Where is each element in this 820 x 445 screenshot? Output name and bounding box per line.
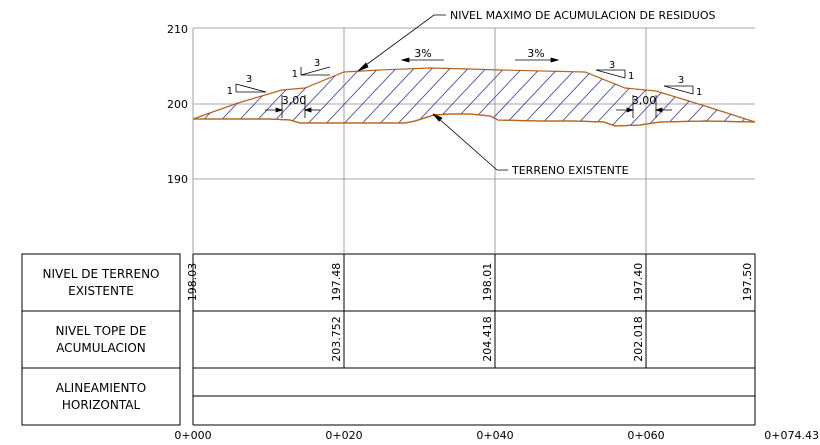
slope-indicator-left-side: [235, 83, 267, 93]
table-value: 204.418: [481, 316, 494, 362]
slope-indicator-right-side: [663, 85, 694, 95]
accumulation-body: [192, 67, 756, 127]
terrain-leader: [432, 113, 508, 171]
existing-terrain-line: [193, 113, 756, 127]
slope-right-side-rise: 1: [696, 87, 702, 98]
slope-left-upper-run: 3: [314, 58, 320, 69]
table-value: 202.018: [632, 316, 645, 362]
hatch-line: [661, 68, 729, 126]
profile-grid: [192, 27, 755, 253]
hatch-line: [499, 68, 567, 126]
row-label-terrain-line2: EXISTENTE: [68, 284, 134, 298]
slope-right-side-run: 3: [678, 75, 684, 86]
slope-left-upper-rise: 1: [292, 69, 298, 80]
y-axis-labels: 210 200 190: [167, 23, 188, 186]
table-value: 197.50: [741, 263, 754, 302]
row-label-top-line2: ACUMULACION: [56, 341, 146, 355]
hatch-line: [733, 68, 755, 126]
berm-left-label: 3,00: [282, 94, 307, 107]
table-value: 198.03: [186, 263, 199, 302]
hatch-line: [301, 68, 369, 126]
station-label: 0+040: [476, 429, 513, 442]
label-cell-alignment: [21, 367, 181, 426]
row-label-top-line1: NIVEL TOPE DE: [55, 324, 146, 338]
berm-dimension-right: [616, 95, 672, 118]
row-label-alignment-line1: ALINEAMIENTO: [56, 381, 146, 395]
hatch-line: [806, 60, 820, 130]
table-value: 197.40: [632, 263, 645, 302]
hatch-line: [751, 68, 755, 126]
slope-left-side-run: 3: [246, 74, 252, 85]
table-values: 198.03 197.48 198.01 197.40 197.50 203.752 204…: [186, 263, 754, 362]
slope-right-upper-run: 3: [609, 60, 615, 71]
station-label: 0+000: [174, 429, 211, 442]
hatch-line: [770, 60, 820, 130]
top-slope-left-arrow: [400, 57, 444, 63]
hatch-line: [355, 68, 423, 126]
y-tick-210: 210: [167, 23, 188, 36]
values-row-terrain: [192, 253, 756, 312]
table-value: 198.01: [481, 263, 494, 302]
row-label-terrain-line1: NIVEL DE TERRENO: [42, 267, 159, 281]
data-table: [21, 253, 756, 426]
values-row-top: [192, 310, 756, 369]
y-tick-190: 190: [167, 173, 188, 186]
hatch-line: [409, 68, 477, 126]
hatch-line: [373, 68, 441, 126]
slope-left-side-rise: 1: [227, 86, 233, 97]
terrain-callout: TERRENO EXISTENTE: [511, 164, 629, 177]
station-label: 0+020: [325, 429, 362, 442]
slope-indicator-right-upper: [595, 69, 626, 79]
table-value: 197.48: [330, 263, 343, 302]
hatch-line: [697, 68, 755, 126]
table-value: 203.752: [330, 316, 343, 362]
berm-dimension-left: [265, 95, 320, 118]
row-label-alignment-line2: HORIZONTAL: [62, 398, 141, 412]
hatch-line: [319, 68, 387, 126]
berm-right-label: 3,00: [632, 94, 657, 107]
top-slope-right-arrow: [515, 57, 560, 63]
slope-right-upper-rise: 1: [628, 71, 634, 82]
station-labels: 0+000 0+020 0+040 0+060 0+074.43: [174, 429, 819, 442]
top-slope-left-label: 3%: [414, 47, 431, 60]
label-cell-terrain: [21, 253, 181, 312]
hatch-line: [391, 68, 459, 126]
max-level-leader: [357, 14, 446, 72]
hatch-line: [337, 68, 405, 126]
hatch-line: [679, 68, 747, 126]
slope-indicator-left-upper: [300, 66, 331, 76]
hatch-line: [788, 60, 820, 130]
station-label: 0+060: [627, 429, 664, 442]
top-slope-right-label: 3%: [527, 47, 544, 60]
max-level-callout: NIVEL MAXIMO DE ACUMULACION DE RESIDUOS: [450, 9, 715, 22]
y-tick-200: 200: [167, 98, 188, 111]
label-cell-top: [21, 310, 181, 369]
station-label: 0+074.43: [764, 429, 819, 442]
